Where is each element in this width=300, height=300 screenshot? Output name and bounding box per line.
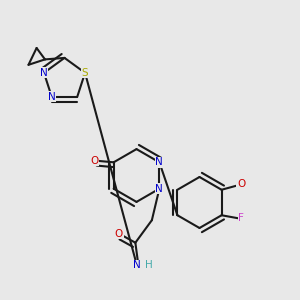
Text: H: H	[145, 260, 153, 270]
Text: N: N	[48, 92, 56, 102]
Text: O: O	[237, 179, 245, 189]
Text: F: F	[238, 213, 244, 223]
Text: N: N	[155, 184, 163, 194]
Text: O: O	[115, 229, 123, 239]
Text: O: O	[90, 156, 98, 166]
Text: N: N	[40, 68, 48, 78]
Text: S: S	[82, 68, 88, 78]
Text: N: N	[155, 157, 163, 167]
Text: N: N	[133, 260, 141, 270]
